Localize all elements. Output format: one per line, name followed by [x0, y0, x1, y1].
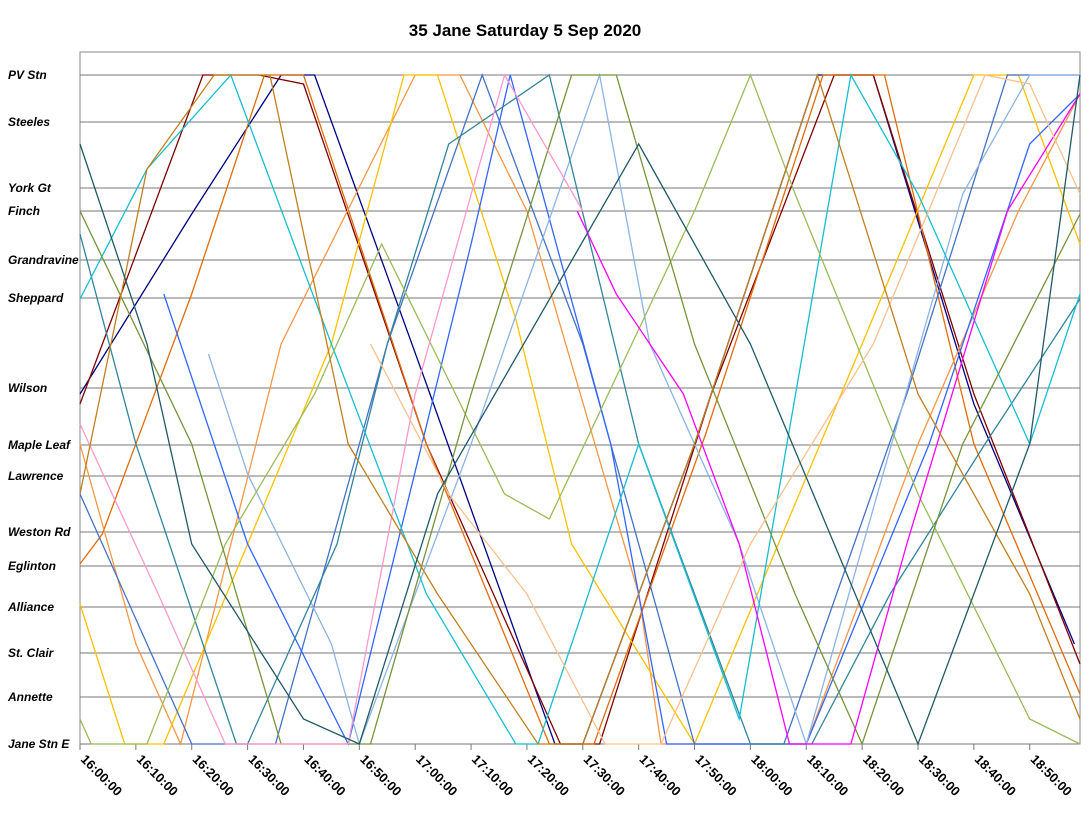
y-tick-label: Maple Leaf [8, 438, 71, 452]
x-tick-label: 16:40:00 [301, 752, 348, 799]
x-tick-label: 16:50:00 [357, 752, 404, 799]
vehicle-trace [79, 73, 1080, 745]
x-tick-label: 18:20:00 [860, 752, 907, 799]
y-tick-label: Wilson [8, 381, 47, 395]
vehicle-trace [576, 93, 1081, 745]
vehicle-trace [79, 74, 1081, 746]
x-tick-label: 17:40:00 [637, 752, 684, 799]
vehicle-trace [207, 72, 1080, 747]
y-tick-label: Alliance [7, 600, 54, 614]
x-tick-label: 18:10:00 [804, 752, 851, 799]
y-tick-label: Annette [7, 690, 53, 704]
chart-title: 35 Jane Saturday 5 Sep 2020 [409, 21, 641, 40]
vehicle-trace [79, 74, 1081, 746]
vehicle-trace [79, 74, 1081, 746]
vehicle-trace [79, 74, 1081, 745]
plot-frame [79, 51, 1081, 745]
x-tick-label: 16:00:00 [78, 752, 125, 799]
vehicle-trace [79, 73, 1081, 745]
x-tick-label: 17:50:00 [692, 752, 739, 799]
y-tick-label: Sheppard [8, 291, 64, 305]
y-tick-label: Weston Rd [8, 525, 71, 539]
y-tick-label: Eglinton [8, 559, 56, 573]
x-tick-label: 17:30:00 [581, 752, 628, 799]
y-tick-label: Finch [8, 204, 40, 218]
y-tick-label: Grandravine [8, 253, 79, 267]
x-tick-label: 18:00:00 [748, 752, 795, 799]
x-tick-label: 17:00:00 [413, 752, 460, 799]
vehicle-trace [79, 73, 584, 745]
vehicle-trace [369, 74, 1081, 745]
y-tick-label: St. Clair [8, 646, 55, 660]
vehicle-trace [79, 72, 1081, 745]
y-tick-label: Jane Stn E [8, 737, 70, 751]
vehicle-trace [79, 73, 1081, 745]
x-tick-label: 17:10:00 [469, 752, 516, 799]
y-tick-label: Steeles [8, 115, 50, 129]
vehicle-trace [79, 74, 1081, 746]
y-tick-label: Lawrence [8, 469, 64, 483]
x-tick-label: 16:20:00 [190, 752, 237, 799]
vehicle-trace [163, 74, 1081, 746]
y-tick-label: York Gt [8, 181, 52, 195]
x-tick-label: 18:40:00 [972, 752, 1019, 799]
x-tick-label: 18:50:00 [1028, 752, 1075, 799]
vehicle-trace [79, 74, 1075, 745]
y-tick-label: PV Stn [8, 68, 47, 82]
vehicle-trace [79, 74, 1081, 745]
x-tick-label: 18:30:00 [916, 752, 963, 799]
vehicle-trace [79, 73, 1081, 745]
x-tick-label: 16:10:00 [134, 752, 181, 799]
x-tick-label: 17:20:00 [525, 752, 572, 799]
x-tick-label: 16:30:00 [245, 752, 292, 799]
